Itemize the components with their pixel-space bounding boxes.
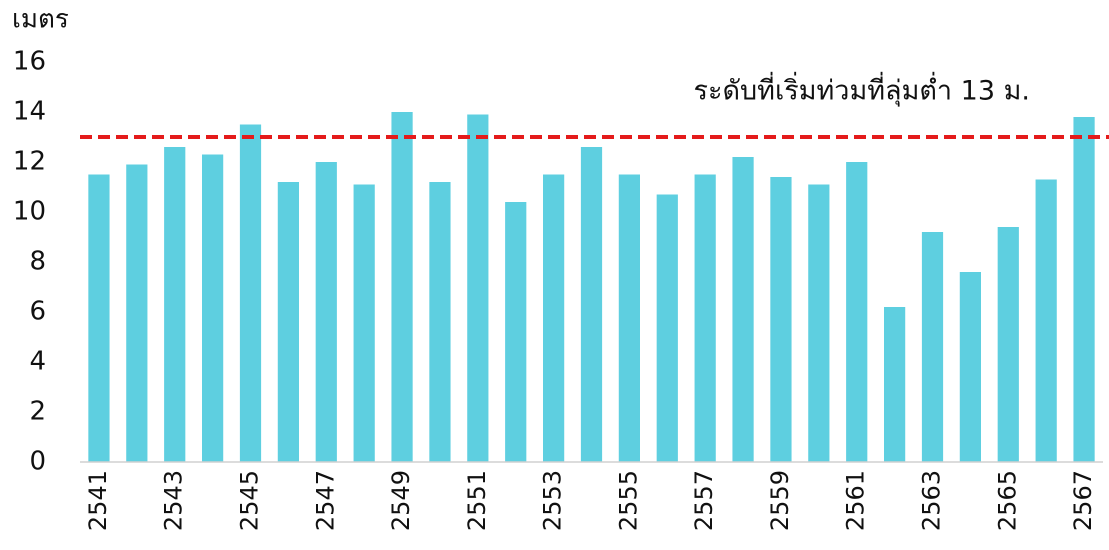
x-tick-label: 2547 (311, 470, 339, 531)
bar (315, 162, 337, 462)
bar (277, 182, 299, 462)
bar (543, 174, 565, 462)
x-tick-label: 2567 (1069, 470, 1097, 531)
bar (1035, 179, 1057, 462)
bar (88, 174, 110, 462)
reference-label: ระดับที่เริ่มท่วมที่ลุ่มต่ำ 13 ม. (694, 72, 1031, 108)
x-tick-label: 2541 (84, 470, 112, 531)
bar (959, 272, 981, 462)
bar (353, 184, 375, 462)
x-tick-label: 2565 (993, 470, 1021, 531)
bar (391, 112, 413, 462)
y-tick-label: 12 (13, 147, 46, 177)
bar (884, 307, 906, 462)
bar (126, 164, 148, 462)
bar (1073, 117, 1095, 462)
bar (429, 182, 451, 462)
x-tick-label: 2551 (463, 470, 491, 531)
bar (202, 154, 224, 462)
bar (618, 174, 640, 462)
x-tick-label: 2543 (160, 470, 188, 531)
bar (467, 114, 489, 462)
x-tick-label: 2545 (236, 470, 264, 531)
bar (732, 157, 754, 462)
x-tick-label: 2561 (842, 470, 870, 531)
bar (694, 174, 716, 462)
bar (997, 227, 1019, 462)
x-tick-label: 2559 (766, 470, 794, 531)
y-tick-label: 4 (29, 347, 46, 377)
y-axis-label: เมตร (12, 5, 69, 35)
y-tick-label: 10 (13, 197, 46, 227)
bar (921, 232, 944, 462)
y-tick-label: 8 (29, 247, 46, 277)
bar (239, 124, 262, 462)
bar (164, 147, 186, 462)
bar (808, 184, 830, 462)
y-tick-label: 0 (29, 447, 46, 477)
y-tick-label: 16 (13, 47, 46, 77)
x-tick-label: 2555 (614, 470, 642, 531)
x-tick-label: 2549 (387, 470, 415, 531)
x-tick-label: 2563 (918, 470, 946, 531)
y-tick-label: 14 (13, 97, 46, 127)
x-tick-label: 2557 (690, 470, 718, 531)
bar (505, 202, 527, 462)
y-tick-label: 2 (29, 397, 46, 427)
x-tick-label: 2553 (539, 470, 567, 531)
bar (770, 177, 792, 462)
y-tick-label: 6 (29, 297, 46, 327)
bar (846, 162, 868, 462)
bar (656, 194, 678, 462)
bar (580, 147, 603, 462)
